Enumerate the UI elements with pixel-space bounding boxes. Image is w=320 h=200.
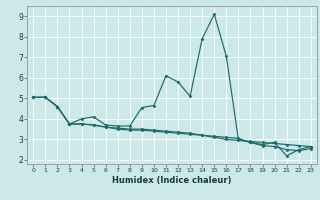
X-axis label: Humidex (Indice chaleur): Humidex (Indice chaleur) (112, 176, 232, 185)
